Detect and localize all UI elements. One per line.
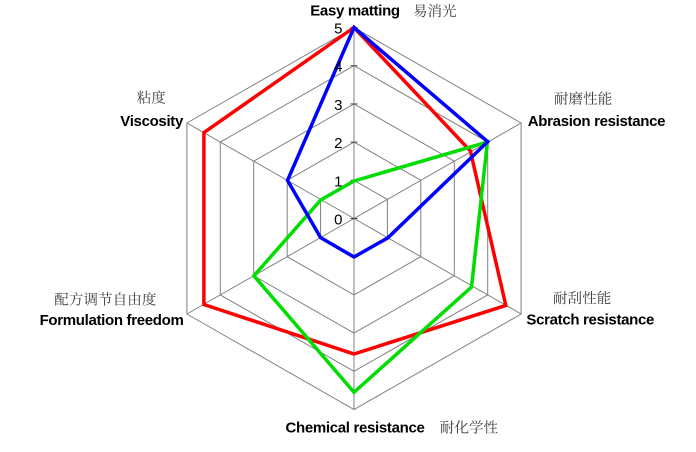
- svg-text:Abrasion resistance: Abrasion resistance: [528, 113, 665, 130]
- svg-text:3: 3: [334, 97, 342, 114]
- svg-text:Viscosity: Viscosity: [120, 113, 184, 130]
- svg-text:5: 5: [334, 21, 342, 38]
- svg-text:1: 1: [334, 173, 342, 190]
- svg-text:Scratch resistance: Scratch resistance: [526, 312, 654, 329]
- svg-text:4: 4: [334, 59, 342, 76]
- svg-text:Chemical resistance: Chemical resistance: [286, 420, 425, 437]
- svg-text:Formulation freedom: Formulation freedom: [40, 312, 184, 329]
- svg-text:Easy matting: Easy matting: [310, 2, 400, 19]
- svg-text:2: 2: [334, 135, 342, 152]
- svg-text:0: 0: [334, 212, 342, 229]
